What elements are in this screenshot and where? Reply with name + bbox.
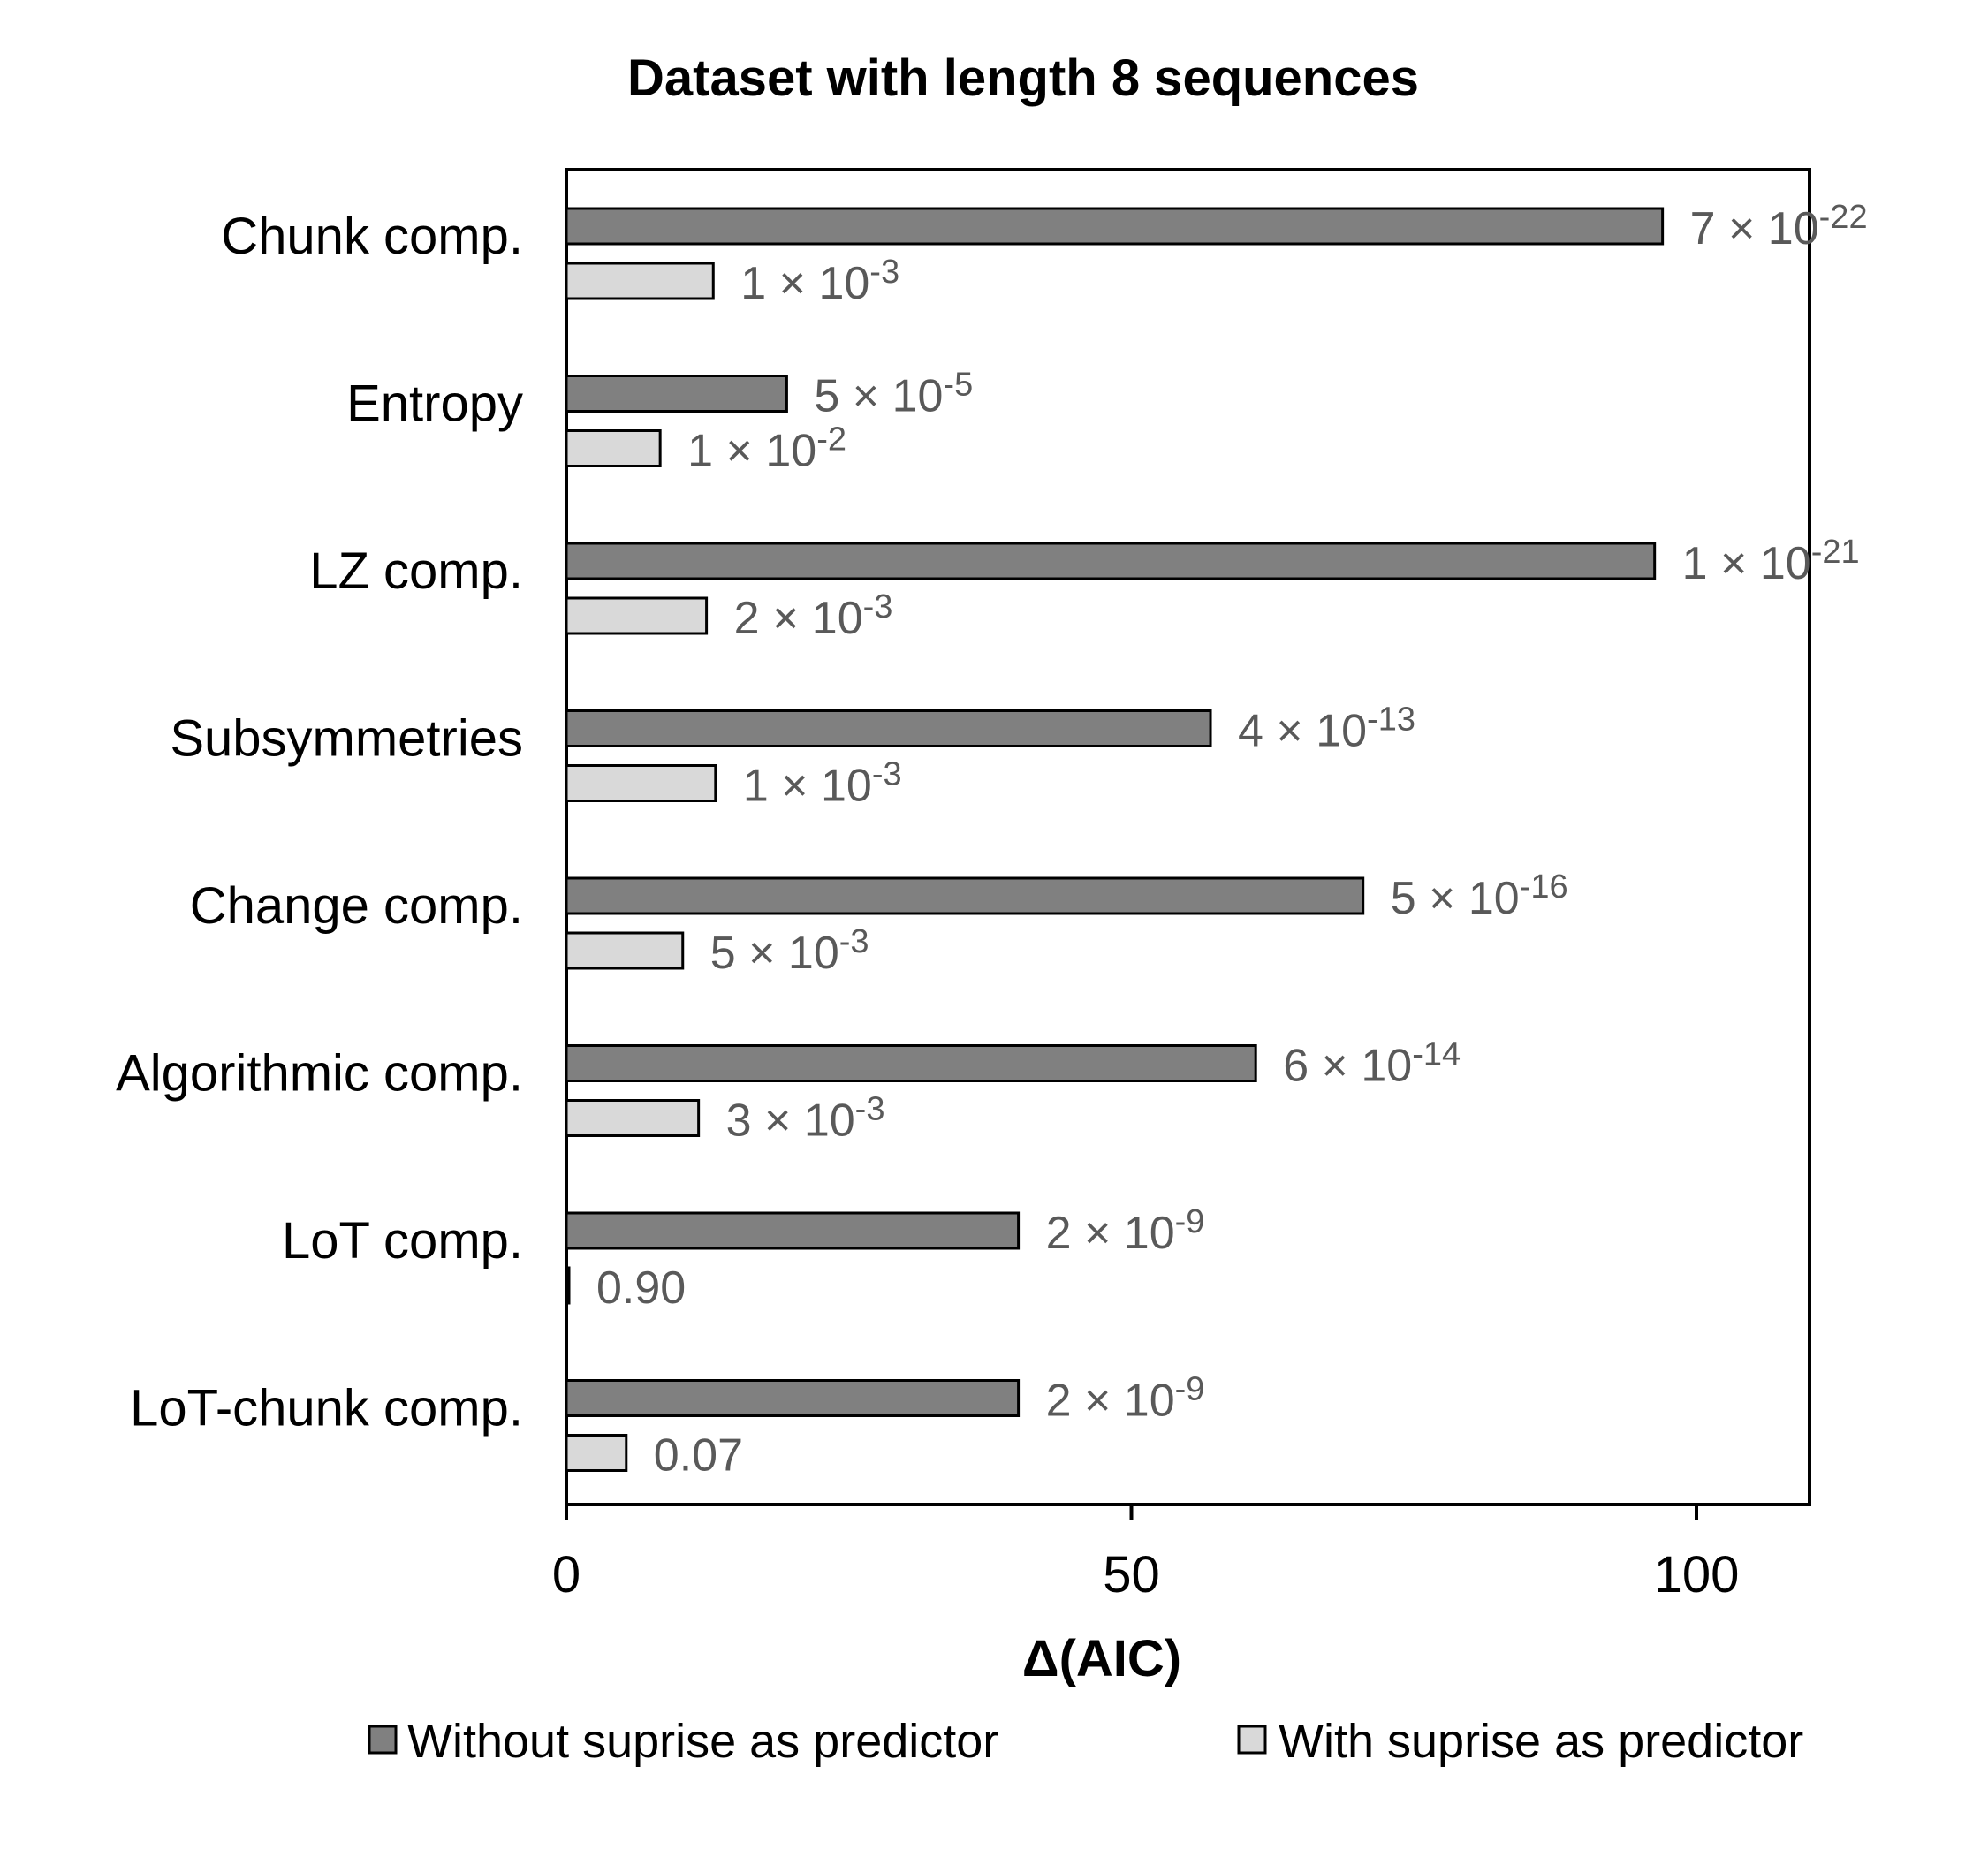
legend-swatch-with — [1237, 1725, 1267, 1755]
category-label-subsymmetries: Subsymmetries — [170, 710, 523, 768]
bar-without-algorithmic-comp — [565, 1044, 1257, 1082]
data-label: 5 × 10-5 — [814, 367, 973, 422]
legend-label-with: With suprise as predictor — [1279, 1715, 1803, 1768]
data-label: 2 × 10-3 — [734, 588, 893, 644]
bar-without-change-comp — [565, 876, 1365, 915]
bar-with-chunk-comp — [565, 262, 715, 300]
x-tick-label: 50 — [1103, 1546, 1160, 1604]
data-label: 5 × 10-3 — [710, 923, 869, 979]
category-label-lz-comp: LZ comp. — [309, 542, 523, 600]
bar-without-subsymmetries — [565, 709, 1212, 747]
data-label: 1 × 10-3 — [743, 756, 902, 812]
data-label: 4 × 10-13 — [1238, 701, 1415, 757]
data-label: 3 × 10-3 — [726, 1091, 885, 1147]
category-labels: Chunk comp. Entropy LZ comp. Subsymmetries C… — [116, 208, 523, 1437]
data-label: 1 × 10-2 — [687, 421, 846, 477]
x-tick-label: 100 — [1654, 1546, 1740, 1604]
bar-with-lot-comp — [565, 1266, 571, 1305]
bar-with-change-comp — [565, 931, 685, 970]
bar-with-lot-chunk-comp — [565, 1434, 628, 1472]
chart-title: Dataset with length 8 sequences — [627, 49, 1419, 107]
legend-label-without: Without suprise as predictor — [407, 1715, 998, 1768]
category-label-entropy: Entropy — [346, 375, 523, 433]
value-labels: 7 × 10-22 1 × 10-3 5 × 10-51 × 10-2 1 × 10-… — [596, 199, 1868, 1482]
category-label-change-comp: Change comp. — [190, 877, 523, 935]
legend: Without suprise as predictor With suprise… — [368, 1715, 1803, 1768]
data-label: 6 × 10-14 — [1283, 1036, 1461, 1092]
bar-with-algorithmic-comp — [565, 1099, 701, 1137]
legend-swatch-without — [368, 1725, 398, 1755]
data-label: 0.90 — [596, 1262, 686, 1314]
bar-without-lot-comp — [565, 1211, 1021, 1250]
data-label: 7 × 10-22 — [1690, 199, 1868, 254]
bar-without-entropy — [565, 375, 788, 413]
x-axis: 0 50 100 — [552, 1505, 1740, 1604]
data-label: 2 × 10-9 — [1046, 1203, 1205, 1259]
data-label: 1 × 10-3 — [740, 254, 899, 309]
category-label-algorithmic-comp: Algorithmic comp. — [116, 1045, 523, 1103]
category-label-lot-comp: LoT comp. — [282, 1212, 523, 1270]
plot-frame — [565, 168, 1811, 1506]
bar-with-subsymmetries — [565, 764, 717, 802]
bar-without-lz-comp — [565, 542, 1657, 580]
data-label: 0.07 — [654, 1430, 743, 1482]
bar-with-entropy — [565, 429, 662, 467]
category-label-chunk-comp: Chunk comp. — [221, 208, 523, 265]
x-tick-label: 0 — [552, 1546, 580, 1604]
bar-without-lot-chunk-comp — [565, 1379, 1021, 1417]
data-label: 5 × 10-16 — [1391, 868, 1568, 924]
bar-with-lz-comp — [565, 596, 709, 635]
bar-without-chunk-comp — [565, 207, 1665, 246]
data-label: 2 × 10-9 — [1046, 1371, 1205, 1427]
category-label-lot-chunk-comp: LoT-chunk comp. — [130, 1380, 523, 1437]
bars — [565, 207, 1665, 1472]
data-label: 1 × 10-21 — [1682, 534, 1860, 589]
x-axis-label: Δ(AIC) — [1022, 1630, 1181, 1687]
